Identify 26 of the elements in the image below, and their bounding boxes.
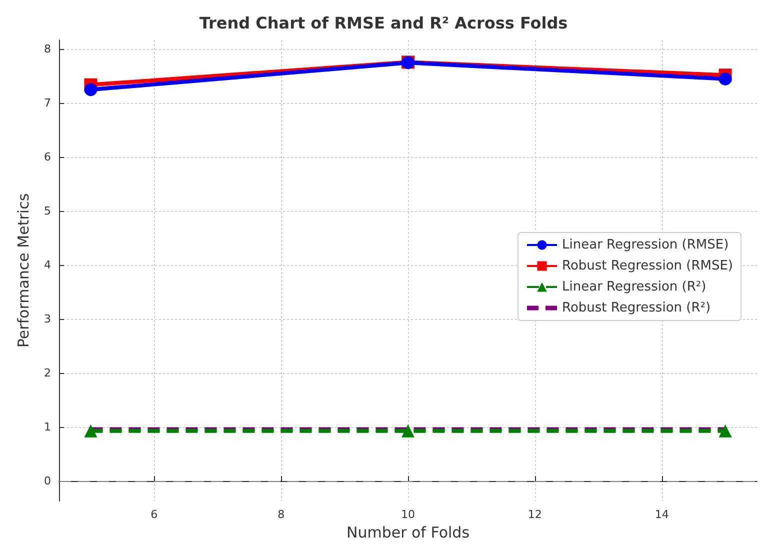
x-tick-label: 10 xyxy=(401,508,415,521)
chart-title: Trend Chart of RMSE and R² Across Folds xyxy=(199,14,568,32)
y-tick-label: 0 xyxy=(44,474,51,488)
y-tick-label: 7 xyxy=(44,96,51,110)
x-tick-label: 6 xyxy=(150,508,158,521)
point xyxy=(718,72,732,86)
y-tick-label: 3 xyxy=(44,312,51,326)
x-tick-label: 12 xyxy=(528,508,542,521)
point xyxy=(718,424,732,438)
legend-label: Robust Regression (R²) xyxy=(562,300,711,316)
y-tick-label: 4 xyxy=(44,258,51,272)
y-tick-label: 1 xyxy=(44,420,51,434)
y-axis-title: Performance Metrics xyxy=(14,193,32,348)
x-tick-label: 8 xyxy=(278,508,285,521)
point xyxy=(84,83,98,96)
point xyxy=(402,424,414,438)
point xyxy=(84,424,98,438)
legend-label: Linear Regression (RMSE) xyxy=(562,238,729,252)
y-tick-label: 6 xyxy=(44,150,51,164)
x-tick-label: 14 xyxy=(654,508,669,521)
x-axis-title: Number of Folds xyxy=(346,524,470,542)
y-tick-label: 5 xyxy=(44,204,51,218)
legend-label: Linear Regression (R²) xyxy=(562,280,706,294)
y-tick-label: 8 xyxy=(44,42,51,56)
legend-label: Robust Regression (RMSE) xyxy=(562,258,734,274)
y-tick-label: 2 xyxy=(44,366,51,380)
